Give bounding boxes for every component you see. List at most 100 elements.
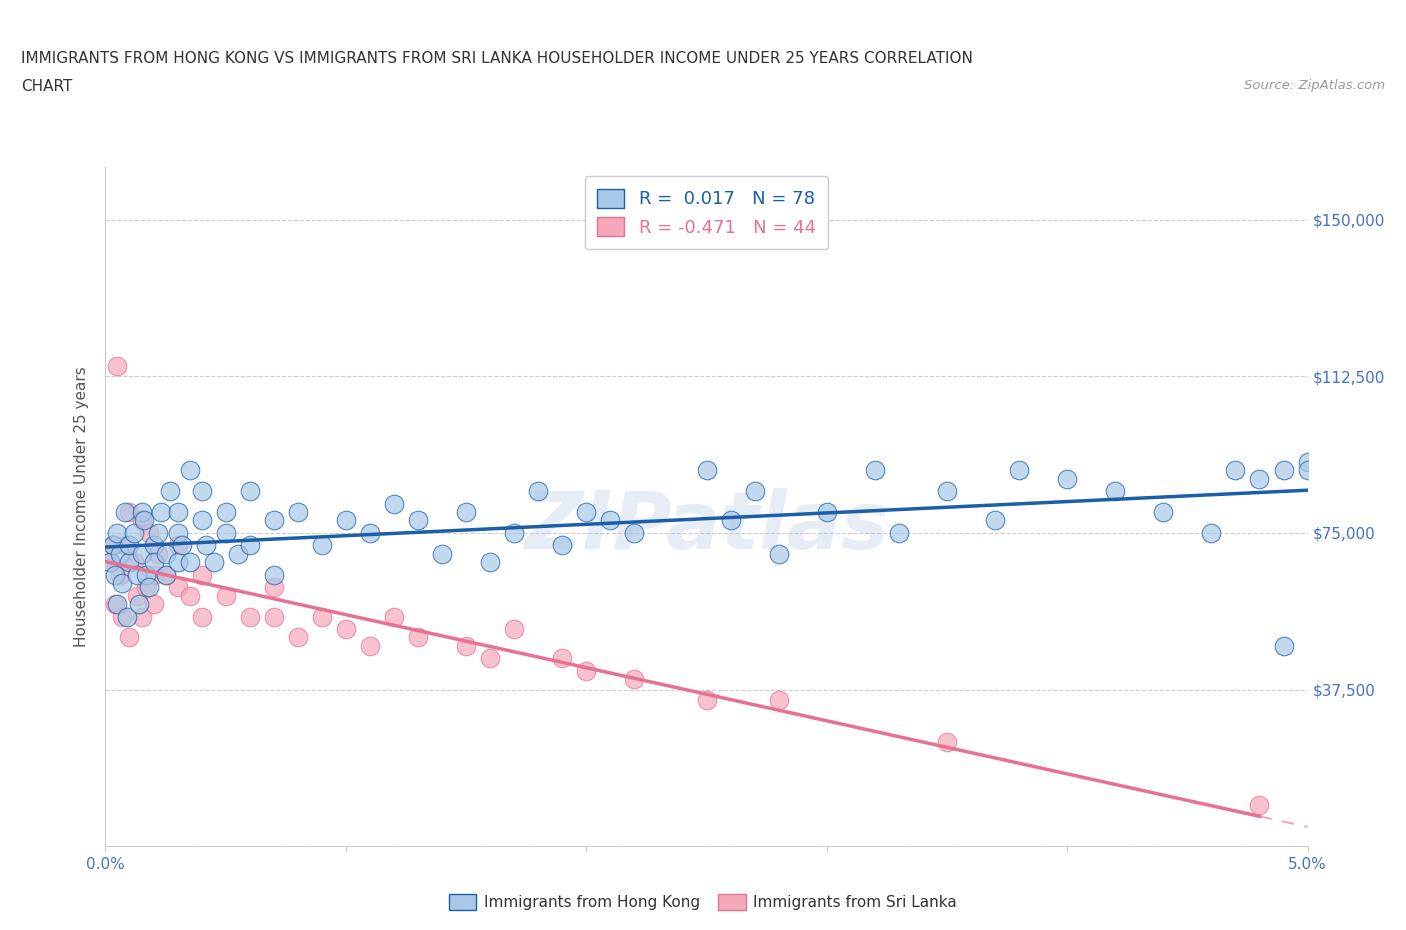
Point xyxy=(131,547,153,562)
Point xyxy=(720,513,742,528)
Point xyxy=(132,513,155,528)
Point xyxy=(263,513,285,528)
Point xyxy=(430,547,453,562)
Point xyxy=(179,555,201,570)
Point xyxy=(101,538,124,553)
Point xyxy=(454,505,477,520)
Point xyxy=(479,651,502,666)
Legend: Immigrants from Hong Kong, Immigrants from Sri Lanka: Immigrants from Hong Kong, Immigrants fr… xyxy=(441,886,965,918)
Point xyxy=(101,538,124,553)
Point xyxy=(503,621,526,636)
Point xyxy=(575,505,598,520)
Point xyxy=(406,513,429,528)
Point xyxy=(166,525,188,540)
Point xyxy=(599,513,621,528)
Point xyxy=(936,484,959,498)
Point xyxy=(118,555,141,570)
Text: Source: ZipAtlas.com: Source: ZipAtlas.com xyxy=(1244,79,1385,92)
Point xyxy=(166,555,188,570)
Point xyxy=(166,538,188,553)
Point xyxy=(111,609,134,624)
Point xyxy=(1152,505,1174,520)
Point xyxy=(263,609,285,624)
Point xyxy=(527,484,550,498)
Point xyxy=(138,579,160,594)
Point xyxy=(335,621,357,636)
Point xyxy=(575,663,598,678)
Point xyxy=(1056,472,1078,486)
Point xyxy=(768,693,790,708)
Point xyxy=(148,547,170,562)
Point xyxy=(382,497,405,512)
Point xyxy=(768,547,790,562)
Point xyxy=(125,588,148,603)
Point xyxy=(623,671,645,686)
Point xyxy=(107,525,129,540)
Point xyxy=(118,505,141,520)
Point xyxy=(359,638,381,653)
Point xyxy=(1201,525,1223,540)
Point xyxy=(118,538,141,553)
Point xyxy=(195,538,218,553)
Point xyxy=(406,630,429,644)
Point xyxy=(551,538,574,553)
Point xyxy=(696,693,718,708)
Point xyxy=(239,609,262,624)
Point xyxy=(166,579,188,594)
Legend: R =  0.017   N = 78, R = -0.471   N = 44: R = 0.017 N = 78, R = -0.471 N = 44 xyxy=(585,177,828,249)
Point xyxy=(454,638,477,653)
Point xyxy=(311,609,333,624)
Point xyxy=(287,505,309,520)
Point xyxy=(623,525,645,540)
Point xyxy=(98,555,121,570)
Point xyxy=(1249,472,1271,486)
Point xyxy=(179,463,201,478)
Point xyxy=(142,538,165,553)
Point xyxy=(1008,463,1031,478)
Point xyxy=(863,463,886,478)
Point xyxy=(190,513,212,528)
Point xyxy=(142,567,165,582)
Point xyxy=(214,505,236,520)
Point xyxy=(1104,484,1126,498)
Point xyxy=(142,596,165,611)
Point xyxy=(131,609,153,624)
Point xyxy=(155,567,177,582)
Point xyxy=(1272,638,1295,653)
Point xyxy=(239,484,262,498)
Point xyxy=(551,651,574,666)
Point xyxy=(138,525,160,540)
Point xyxy=(125,567,148,582)
Point xyxy=(311,538,333,553)
Text: CHART: CHART xyxy=(21,79,73,94)
Point xyxy=(1249,797,1271,812)
Point xyxy=(131,505,153,520)
Point xyxy=(984,513,1007,528)
Point xyxy=(155,547,177,562)
Point xyxy=(936,735,959,750)
Point xyxy=(142,555,165,570)
Point xyxy=(1296,455,1319,470)
Point xyxy=(98,555,121,570)
Point xyxy=(131,513,153,528)
Point xyxy=(135,579,157,594)
Point xyxy=(382,609,405,624)
Point xyxy=(214,525,236,540)
Y-axis label: Householder Income Under 25 years: Householder Income Under 25 years xyxy=(75,366,90,647)
Point xyxy=(479,555,502,570)
Point xyxy=(124,555,146,570)
Point xyxy=(1296,463,1319,478)
Point xyxy=(148,525,170,540)
Point xyxy=(159,484,181,498)
Point xyxy=(172,538,194,553)
Point xyxy=(359,525,381,540)
Point xyxy=(118,630,141,644)
Point xyxy=(815,505,838,520)
Point xyxy=(214,588,236,603)
Text: IMMIGRANTS FROM HONG KONG VS IMMIGRANTS FROM SRI LANKA HOUSEHOLDER INCOME UNDER : IMMIGRANTS FROM HONG KONG VS IMMIGRANTS … xyxy=(21,51,973,66)
Point xyxy=(155,567,177,582)
Point xyxy=(104,596,127,611)
Point xyxy=(226,547,249,562)
Point xyxy=(263,579,285,594)
Point xyxy=(202,555,225,570)
